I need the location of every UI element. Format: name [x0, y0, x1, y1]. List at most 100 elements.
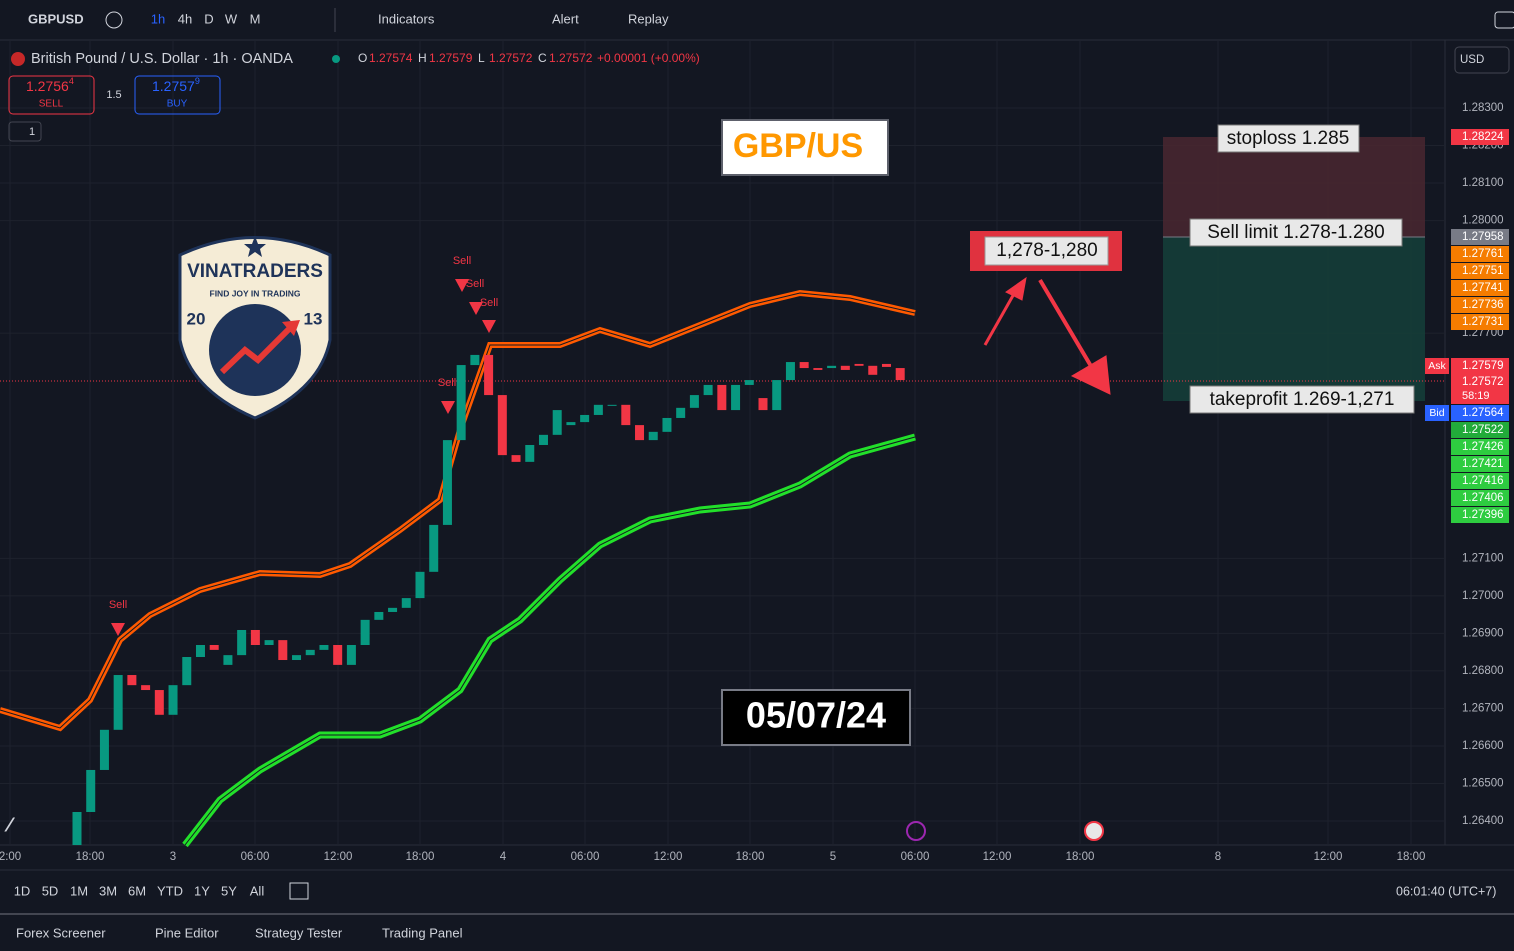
arrow-head	[1070, 355, 1111, 395]
candle-body	[744, 380, 754, 385]
interval[interactable]: 1h	[151, 11, 165, 26]
candle-body	[827, 365, 837, 369]
lower-band	[182, 433, 916, 848]
candle-body	[456, 365, 466, 441]
price-label-bg	[1451, 280, 1509, 296]
candle-body	[333, 645, 343, 665]
panel-tab[interactable]: Strategy Tester	[255, 925, 343, 940]
x-tick-label: 06:00	[241, 851, 270, 863]
candle-body	[168, 685, 178, 715]
interval[interactable]: M	[250, 11, 261, 26]
symbol[interactable]: GBPUSD	[28, 11, 84, 26]
replay-button[interactable]: Replay	[628, 11, 669, 26]
candle-body	[662, 417, 672, 432]
currency-button[interactable]	[1454, 46, 1510, 74]
range-button[interactable]: 1D	[14, 883, 31, 898]
signal-label: Sell	[466, 278, 484, 290]
y-tick-label: 1.26800	[1462, 665, 1504, 677]
candle-body	[442, 440, 452, 525]
candle-body	[305, 649, 315, 656]
event-icon	[906, 821, 926, 841]
arrow-up	[983, 291, 1017, 346]
price-label: 1.27741	[1462, 282, 1504, 294]
star	[244, 236, 266, 257]
price-label: 1.27406	[1462, 492, 1504, 504]
panel-tab[interactable]: Trading Panel	[382, 925, 463, 940]
range-button[interactable]: 5Y	[221, 883, 237, 898]
y-tick-label: 1.27100	[1462, 552, 1504, 564]
ohlc-value: 1.27572	[489, 51, 533, 65]
price-label: 1.27564	[1462, 407, 1504, 419]
layers-count: 1	[29, 126, 35, 138]
candle-body	[621, 404, 631, 426]
candle-body	[388, 607, 398, 612]
interval[interactable]: 4h	[178, 11, 192, 26]
range-button[interactable]: YTD	[157, 883, 183, 898]
candle-body	[401, 598, 411, 608]
signal-label: Sell	[438, 377, 456, 389]
x-tick-label: 8	[1215, 851, 1221, 863]
range-button[interactable]: 6M	[128, 883, 146, 898]
marker	[482, 320, 496, 333]
price-label-bg	[1451, 439, 1509, 455]
candle-body	[319, 645, 329, 650]
price-label: 1.27579	[1462, 360, 1504, 372]
candle-body	[511, 455, 521, 462]
range-button[interactable]: 3M	[99, 883, 117, 898]
signal-label: Sell	[480, 297, 498, 309]
sell-button[interactable]	[8, 75, 95, 115]
title-box-text: GBP/US	[733, 127, 863, 165]
price-tag: Ask	[1428, 360, 1446, 372]
price-label: 1.27396	[1462, 509, 1504, 521]
range-button[interactable]: 5D	[42, 883, 59, 898]
range-button[interactable]: 1Y	[194, 883, 210, 898]
candle-body	[593, 404, 603, 415]
interval[interactable]: D	[204, 11, 213, 26]
marker	[111, 623, 125, 636]
candle-body	[895, 368, 905, 381]
panel-tab[interactable]: Forex Screener	[16, 925, 106, 940]
candle-body	[209, 645, 219, 650]
range-button[interactable]: 1M	[70, 883, 88, 898]
range-button[interactable]: All	[250, 883, 265, 898]
candle-body	[566, 422, 576, 426]
clock: 06:01:40 (UTC+7)	[1396, 884, 1496, 898]
layers-button[interactable]	[8, 121, 42, 142]
ohlc-change: +0.00001 (+0.00%)	[597, 51, 700, 65]
price-label: 1.27736	[1462, 299, 1504, 311]
arrow-down	[1038, 278, 1100, 380]
candle-body	[223, 655, 233, 665]
price-tag: Bid	[1429, 407, 1444, 419]
bottom-panel	[0, 915, 1514, 951]
indicators-button[interactable]: Indicators	[378, 11, 435, 26]
alert-button[interactable]: Alert	[552, 11, 579, 26]
y-tick-label: 1.26500	[1462, 778, 1504, 790]
ohlc-key: H	[418, 51, 427, 65]
panel-tab[interactable]: Pine Editor	[155, 925, 219, 940]
logo-slogan: FIND JOY IN TRADING	[210, 288, 301, 298]
candle-body	[292, 655, 302, 661]
x-tick-label: 18:00	[406, 851, 435, 863]
x-tick-label: 12:00	[1314, 851, 1343, 863]
interval[interactable]: W	[225, 11, 238, 26]
text-part: 9	[195, 76, 200, 86]
candle-body	[538, 434, 548, 445]
buy-button[interactable]	[134, 75, 221, 115]
date-box-text: 05/07/24	[746, 695, 886, 736]
price-tag-bg	[1425, 405, 1449, 421]
ohlc-value: 1.27574	[369, 51, 413, 65]
profit-zone	[1163, 237, 1425, 401]
signal-label: Sell	[109, 599, 127, 611]
add-symbol[interactable]	[105, 11, 123, 29]
candle-body	[182, 657, 192, 686]
candle-body	[127, 675, 137, 686]
x-tick-label: 12:00	[324, 851, 353, 863]
x-tick-label: 18:00	[1066, 851, 1095, 863]
candle-body	[237, 629, 247, 656]
candle-body	[415, 571, 425, 599]
price-label-bg	[1451, 507, 1509, 523]
layout-button[interactable]	[1494, 11, 1514, 29]
x-tick-label: 18:00	[736, 851, 765, 863]
candle-body	[141, 685, 151, 691]
date-range-button[interactable]	[289, 882, 309, 900]
